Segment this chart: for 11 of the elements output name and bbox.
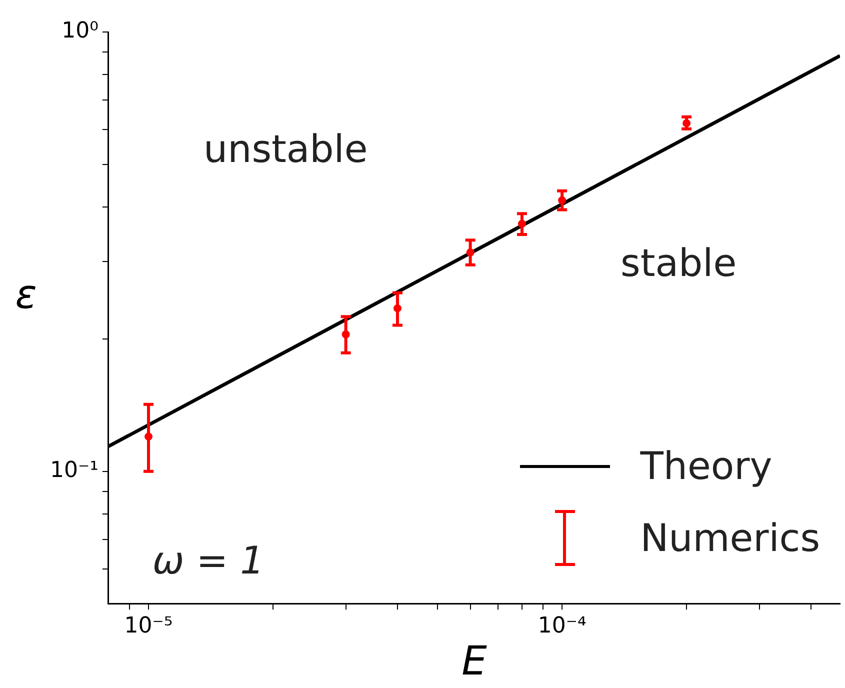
annotation: stable [620,241,737,286]
x-tick-label: 10⁻⁵ [124,614,173,639]
legend-label: Theory [640,444,772,488]
y-axis-title: ε [15,272,37,318]
annotation: ω = 1 [152,538,264,582]
x-axis-title: E [462,638,488,684]
legend-label: Numerics [640,516,820,560]
y-tick-label: 10⁰ [62,18,99,44]
y-tick-label: 10⁻¹ [50,458,98,484]
x-tick-label: 10⁻⁴ [538,614,586,639]
annotation: unstable [204,126,368,171]
